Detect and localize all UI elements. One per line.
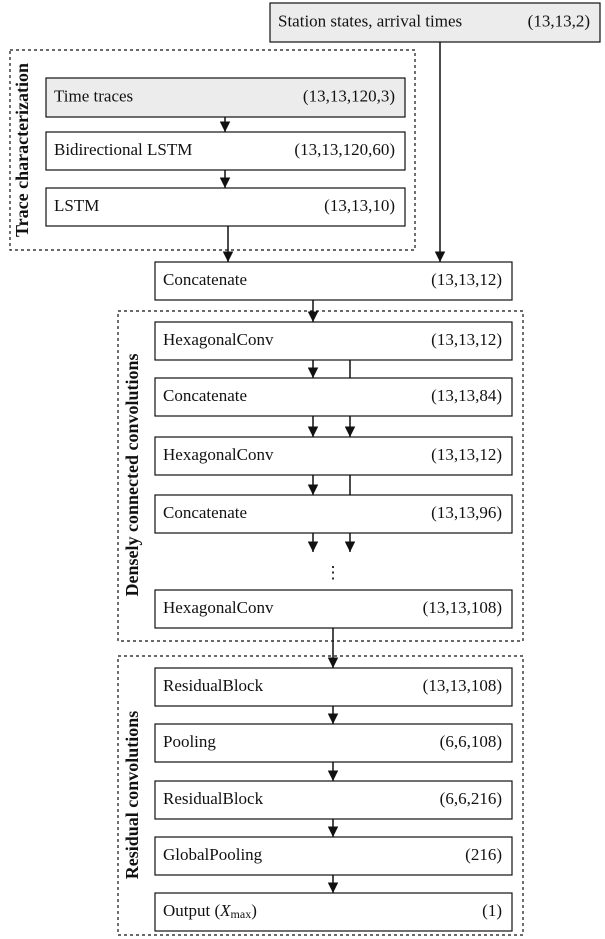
node-shape: (13,13,96) [431,503,502,522]
node-label: ResidualBlock [163,789,264,808]
node-box [154,321,513,361]
node-shape: (13,13,10) [324,196,395,215]
node-box [45,131,406,171]
node-label: Time traces [54,86,133,105]
node-label: HexagonalConv [163,330,274,349]
node-box [154,723,513,763]
node-box [154,494,513,534]
node-shape: (13,13,12) [431,330,502,349]
node-label-part: ) [251,901,257,920]
node-label: LSTM [54,196,99,215]
node-shape: (6,6,108) [440,732,502,751]
node-box [154,667,513,707]
node-box [154,892,513,932]
node-box [154,377,513,417]
node-box [154,261,513,301]
node-label: Concatenate [163,270,247,289]
node-label-part: Output ( [163,901,220,920]
node-shape: (13,13,120,60) [294,140,395,159]
node-label: HexagonalConv [163,598,274,617]
ellipsis: ⋮ [325,563,342,582]
group-label: Densely connected convolutions [122,354,142,597]
node-shape: (216) [465,845,502,864]
node-shape: (13,13,12) [431,445,502,464]
node-shape: (13,13,84) [431,386,502,405]
node-label: Concatenate [163,503,247,522]
node-label: ResidualBlock [163,676,264,695]
group-box [9,49,416,251]
node-label: Concatenate [163,386,247,405]
node-label-part: X [219,901,231,920]
node-label-part: max [231,907,252,921]
node-box [45,77,406,118]
nodes: Station states, arrival times (13,13,2) Ti… [45,2,601,932]
node-box [154,436,513,476]
node-box [154,780,513,820]
node-box [45,187,406,227]
group-box [117,310,524,642]
node-label: Pooling [163,732,216,751]
group-label: Residual convolutions [122,711,142,880]
node-label: Bidirectional LSTM [54,140,192,159]
node-label: Output (Xmax) [163,901,257,921]
node-box [154,836,513,876]
node-box [269,2,601,43]
node-box [154,589,513,629]
node-shape: (13,13,12) [431,270,502,289]
node-shape: (13,13,108) [423,598,502,617]
node-label: GlobalPooling [163,845,263,864]
node-label: HexagonalConv [163,445,274,464]
node-shape: (13,13,108) [423,676,502,695]
node-shape: (6,6,216) [440,789,502,808]
node-shape: (1) [482,901,502,920]
node-shape: (13,13,2) [528,11,590,30]
group-label: Trace characterization [12,63,32,237]
node-label: Station states, arrival times [278,11,462,30]
node-shape: (13,13,120,3) [303,86,395,105]
